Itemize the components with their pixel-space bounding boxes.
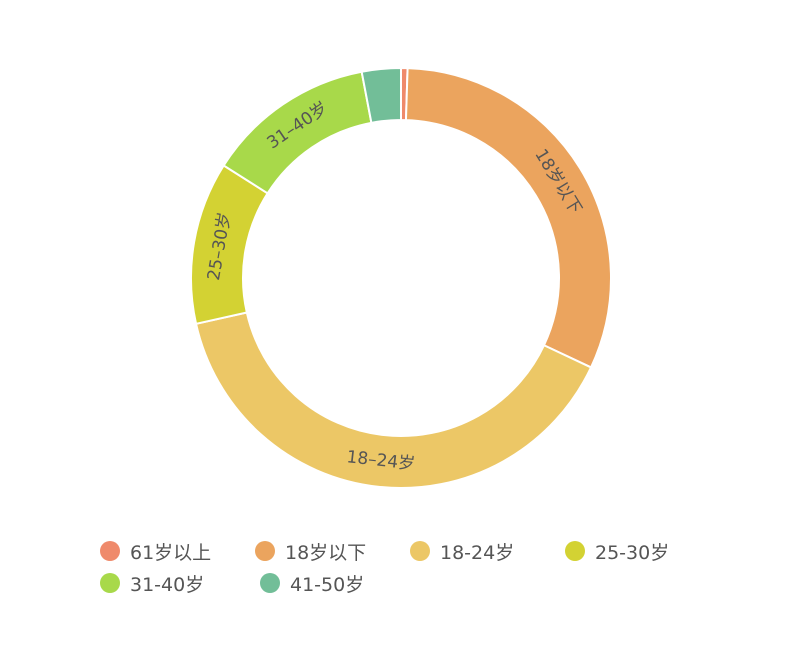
legend-item-under-18[interactable]: 18岁以下 (255, 535, 410, 567)
legend-row-1: 61岁以上 18岁以下 18-24岁 25-30岁 (100, 535, 720, 567)
legend-item-61-plus[interactable]: 61岁以上 (100, 535, 255, 567)
legend-label-18-24: 18-24岁 (440, 541, 515, 564)
legend-dot-under-18 (255, 541, 275, 561)
donut-slices (190, 66, 612, 490)
legend-label-under-18: 18岁以下 (285, 541, 367, 564)
legend-label-41-50: 41-50岁 (290, 573, 365, 596)
legend-label-61-plus: 61岁以上 (130, 541, 212, 564)
legend-dot-18-24 (410, 541, 430, 561)
legend-dot-31-40 (100, 573, 120, 593)
donut-slice-3[interactable] (194, 311, 593, 490)
legend-dot-25-30 (565, 541, 585, 561)
legend-dot-41-50 (260, 573, 280, 593)
legend-item-31-40[interactable]: 31-40岁 (100, 567, 260, 599)
legend-dot-61-plus (100, 541, 120, 561)
legend-row-2: 31-40岁 41-50岁 (100, 567, 720, 599)
legend-item-25-30[interactable]: 25-30岁 (565, 535, 720, 567)
legend-item-18-24[interactable]: 18-24岁 (410, 535, 565, 567)
legend-item-41-50[interactable]: 41-50岁 (260, 567, 420, 599)
legend: 61岁以上 18岁以下 18-24岁 25-30岁 31-40岁 41 (100, 535, 720, 599)
legend-label-31-40: 31-40岁 (130, 573, 205, 596)
donut-slice-6[interactable] (360, 66, 402, 124)
legend-label-25-30: 25-30岁 (595, 541, 670, 564)
donut-slice-2[interactable] (404, 67, 612, 369)
